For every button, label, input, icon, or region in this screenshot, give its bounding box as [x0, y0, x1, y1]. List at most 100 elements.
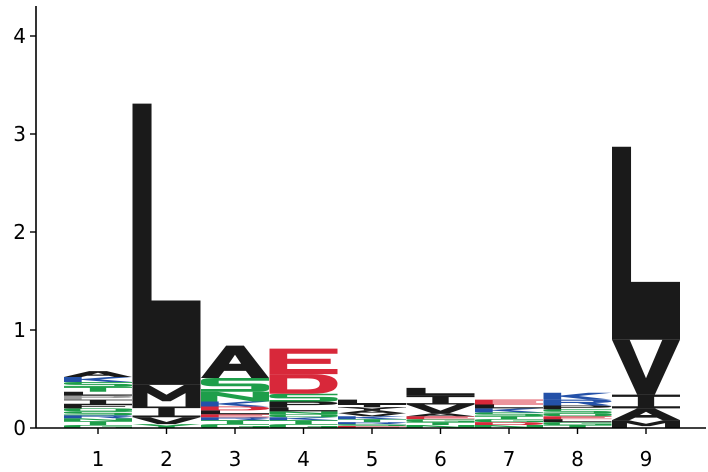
logo-letter-p — [543, 405, 612, 410]
logo-column — [543, 392, 612, 428]
logo-letter-e — [201, 414, 269, 418]
logo-letter-a — [612, 408, 680, 421]
logo-letter-k — [269, 417, 338, 421]
logo-letter-t — [475, 416, 543, 420]
logo-column — [612, 146, 680, 428]
logo-letter-i — [132, 406, 201, 418]
logo-letter-s — [64, 381, 132, 387]
logo-letter-r — [201, 417, 269, 421]
x-tick-label: 1 — [92, 447, 105, 471]
logo-letter-e — [269, 348, 338, 375]
logo-letter-m — [132, 384, 201, 407]
logo-letter-s — [64, 411, 132, 416]
logo-letter-y — [338, 407, 406, 411]
logo-column — [406, 387, 475, 428]
logo-letter-v — [612, 339, 680, 395]
logo-letter-k — [475, 408, 543, 413]
logo-letter-t — [64, 386, 132, 392]
logo-letter-t — [64, 421, 132, 426]
logo-letter-r — [64, 415, 132, 419]
logo-letter-l — [406, 387, 475, 396]
x-tick-label: 2 — [160, 447, 173, 471]
logo-letter-q — [269, 414, 338, 418]
x-tick-label: 8 — [571, 447, 584, 471]
logo-letter-a — [406, 413, 475, 417]
logo-column — [132, 103, 201, 428]
x-tick-label: 3 — [229, 447, 242, 471]
logo-letter-l — [475, 404, 543, 409]
logo-letter-e — [543, 416, 612, 420]
x-tick-label: 7 — [503, 447, 516, 471]
logo-letter-i — [406, 395, 475, 405]
logo-letter-r — [338, 422, 406, 425]
logo-letter-g — [543, 422, 612, 426]
logo-letter-i — [64, 399, 132, 405]
logo-letter-s — [338, 424, 406, 427]
logo-letter-k — [201, 401, 269, 407]
y-tick-label: 4 — [13, 24, 26, 48]
x-tick-label: 4 — [297, 447, 310, 471]
logo-letter-d — [269, 374, 338, 394]
logo-letter-d — [475, 422, 543, 426]
logo-column — [269, 348, 338, 428]
y-tick-label: 2 — [13, 220, 26, 244]
logo-letter-y — [132, 424, 201, 428]
y-tick-label: 3 — [13, 122, 26, 146]
logo-letter-a — [338, 410, 406, 414]
x-tick-label: 5 — [366, 447, 379, 471]
logo-letter-t — [269, 420, 338, 425]
logo-letter-k — [64, 377, 132, 382]
logo-letter-l — [338, 399, 406, 405]
x-axis: 1 2 3 4 5 6 7 8 9 — [36, 427, 706, 471]
logo-letter-l — [201, 410, 269, 415]
logo-letter-p — [269, 401, 338, 408]
logo-letter-g — [475, 419, 543, 423]
logo-letter-l — [269, 407, 338, 412]
logo-letter-g — [406, 419, 475, 423]
logo-letter-t — [338, 419, 406, 423]
logo-letter-l — [543, 419, 612, 423]
logo-letter-i — [612, 394, 680, 409]
y-tick-label: 1 — [13, 318, 26, 342]
logo-column — [201, 345, 269, 428]
logo-letter-k — [338, 416, 406, 420]
logo-letter-a — [201, 345, 269, 379]
logo-letter-n — [269, 411, 338, 415]
logo-letter-e — [406, 416, 475, 420]
logo-letter-r — [543, 399, 612, 406]
logo-letter-v — [338, 413, 406, 417]
logo-letter-n — [64, 418, 132, 422]
logo-letter-s — [201, 378, 269, 392]
y-tick-label: 0 — [13, 416, 26, 440]
logo-letter-n — [201, 391, 269, 402]
logo-letter-v — [132, 417, 201, 425]
logo-letter-t — [406, 422, 475, 426]
logo-letter-t — [201, 420, 269, 425]
logo-letter-l — [612, 146, 680, 340]
logo-letter-f — [64, 404, 132, 409]
logo-letter-k — [543, 392, 612, 400]
y-axis: 0 1 2 3 4 — [13, 6, 37, 440]
logo-column — [475, 399, 543, 428]
logo-letter-q — [64, 408, 132, 412]
logo-letter-t — [543, 425, 612, 428]
logo-column — [338, 399, 406, 428]
plot-area — [64, 103, 680, 428]
x-tick-label: 9 — [640, 447, 653, 471]
logo-letter-s — [269, 393, 338, 402]
logo-letter-l — [132, 103, 201, 385]
logo-letter-m — [612, 420, 680, 428]
logo-letter-d — [201, 406, 269, 411]
logo-letter-q — [543, 413, 612, 417]
logo-letter-p — [64, 395, 132, 400]
logo-letter-s — [475, 412, 543, 417]
logo-letter-i — [338, 404, 406, 408]
logo-letter-v — [406, 404, 475, 414]
logo-letter-e — [475, 399, 543, 405]
logo-column — [64, 371, 132, 428]
logo-letter-a — [64, 371, 132, 378]
logo-letter-s — [543, 409, 612, 414]
x-tick-label: 6 — [434, 447, 447, 471]
logo-letter-l — [64, 391, 132, 396]
